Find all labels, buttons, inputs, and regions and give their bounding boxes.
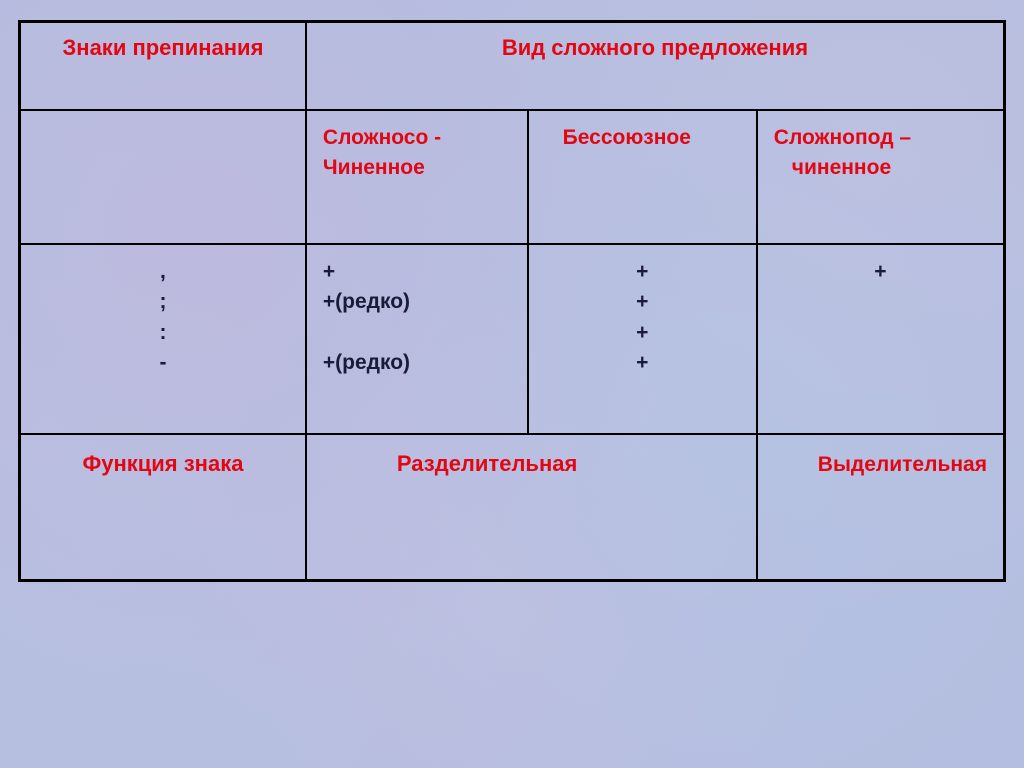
punctuation-mark: : [37, 318, 289, 348]
subheader-line: Бессоюзное [563, 123, 740, 153]
subheader-line: Сложнопод – [774, 123, 987, 153]
footer-text: Разделительная [307, 435, 756, 489]
subheader-line: Чиненное [323, 153, 511, 183]
cell-separating: Разделительная [306, 434, 757, 581]
table-row: Функция знака Разделительная Выделительн… [20, 434, 1005, 581]
header-text: Вид сложного предложения [307, 23, 1003, 73]
sub-wrapper: Бессоюзное [529, 111, 756, 165]
sub-wrapper: Сложносо - Чиненное [307, 111, 527, 196]
data-wrapper: , ; : - [21, 245, 305, 391]
table-row: Сложносо - Чиненное Бессоюзное Сложнопод… [20, 110, 1005, 244]
punctuation-mark: , [37, 257, 289, 287]
cell-complex-usage: + [757, 244, 1005, 434]
cell-function-label: Функция знака [20, 434, 306, 581]
footer-text: Функция знака [21, 435, 305, 489]
cell-empty [20, 110, 306, 244]
punctuation-table: Знаки препинания Вид сложного предложени… [18, 20, 1006, 582]
cell-header-signs: Знаки препинания [20, 22, 306, 111]
usage-line [323, 318, 511, 348]
cell-header-sentence-type: Вид сложного предложения [306, 22, 1005, 111]
punctuation-mark: - [37, 348, 289, 378]
usage-line: + [323, 257, 511, 287]
usage-line: + [774, 257, 987, 287]
usage-line [774, 348, 987, 378]
subheader-line: чиненное [774, 153, 987, 183]
cell-subheader-asyndetic: Бессоюзное [528, 110, 757, 244]
usage-line: + [545, 287, 740, 317]
cell-distinguishing: Выделительная [757, 434, 1005, 581]
usage-line: +(редко) [323, 287, 511, 317]
data-wrapper: + [758, 245, 1003, 391]
header-text: Знаки препинания [21, 23, 305, 73]
sub-wrapper: Сложнопод – чиненное [758, 111, 1003, 196]
usage-line: + [545, 348, 740, 378]
data-wrapper: + + + + [529, 245, 756, 391]
cell-compound-usage: + +(редко) +(редко) [306, 244, 528, 434]
usage-line: +(редко) [323, 348, 511, 378]
punctuation-mark: ; [37, 287, 289, 317]
subheader-line: Сложносо - [323, 123, 511, 153]
usage-line: + [545, 257, 740, 287]
table-row: Знаки препинания Вид сложного предложени… [20, 22, 1005, 111]
cell-punctuation-list: , ; : - [20, 244, 306, 434]
table-row: , ; : - + +(редко) +(редко) + + + + [20, 244, 1005, 434]
usage-line [774, 287, 987, 317]
cell-subheader-compound: Сложносо - Чиненное [306, 110, 528, 244]
usage-line [774, 318, 987, 348]
cell-asyndetic-usage: + + + + [528, 244, 757, 434]
usage-line: + [545, 318, 740, 348]
cell-subheader-complex: Сложнопод – чиненное [757, 110, 1005, 244]
footer-text: Выделительная [758, 435, 1003, 489]
data-wrapper: + +(редко) +(редко) [307, 245, 527, 391]
